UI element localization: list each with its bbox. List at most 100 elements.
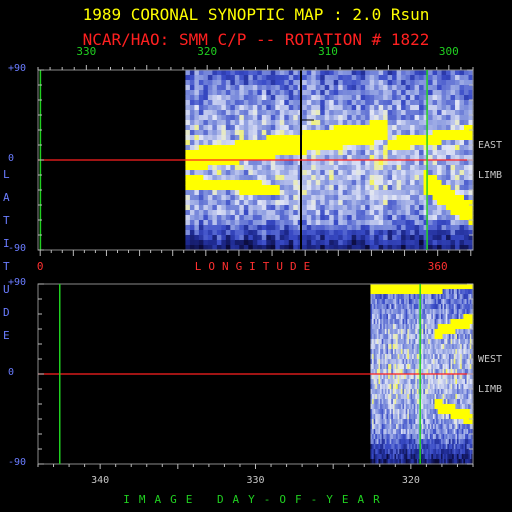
- heatmap-cell: [383, 220, 389, 226]
- heatmap-cell: [257, 190, 263, 196]
- heatmap-cell: [293, 245, 299, 251]
- heatmap-cell: [333, 160, 339, 166]
- heatmap-cell: [450, 424, 453, 430]
- heatmap-cell: [455, 145, 461, 151]
- heatmap-cell: [412, 334, 415, 340]
- heatmap-cell: [428, 120, 434, 126]
- heatmap-cell: [252, 135, 258, 141]
- heatmap-cell: [386, 364, 389, 370]
- heatmap-cell: [447, 429, 450, 435]
- heatmap-cell: [203, 165, 209, 171]
- heatmap-cell: [408, 449, 412, 455]
- heatmap-cell: [408, 419, 412, 425]
- heatmap-cell: [413, 354, 416, 360]
- heatmap-cell: [234, 85, 240, 91]
- heatmap-cell: [333, 140, 339, 146]
- heatmap-cell: [458, 424, 461, 430]
- heatmap-cell: [338, 150, 344, 156]
- heatmap-cell: [428, 230, 434, 236]
- heatmap-cell: [410, 289, 413, 295]
- heatmap-cell: [243, 135, 249, 141]
- heatmap-cell: [248, 75, 254, 81]
- heatmap-cell: [372, 364, 375, 370]
- heatmap-cell: [375, 399, 378, 405]
- heatmap-cell: [401, 185, 407, 191]
- heatmap-cell: [432, 339, 436, 345]
- heatmap-cell: [376, 419, 380, 425]
- heatmap-cell: [351, 70, 357, 76]
- heatmap-cell: [351, 195, 357, 201]
- heatmap-cell: [257, 70, 263, 76]
- heatmap-cell: [401, 245, 407, 251]
- limb-label: EAST: [478, 140, 503, 151]
- heatmap-cell: [266, 125, 272, 131]
- heatmap-cell: [302, 125, 308, 131]
- heatmap-cell: [461, 419, 464, 425]
- heatmap-cell: [369, 205, 375, 211]
- heatmap-cell: [439, 324, 442, 330]
- heatmap-cell: [458, 434, 461, 440]
- heatmap-cell: [400, 339, 404, 345]
- heatmap-cell: [431, 449, 434, 455]
- heatmap-cell: [288, 160, 294, 166]
- heatmap-cell: [437, 284, 440, 290]
- heatmap-cell: [413, 399, 416, 405]
- heatmap-cell: [436, 349, 439, 355]
- heatmap-cell: [468, 145, 474, 151]
- heatmap-cell: [375, 419, 378, 425]
- latitude-axis-letter: I: [3, 237, 10, 250]
- heatmap-cell: [410, 145, 416, 151]
- heatmap-cell: [446, 120, 452, 126]
- heatmap-cell: [423, 314, 426, 320]
- heatmap-cell: [373, 399, 376, 405]
- heatmap-cell: [468, 90, 474, 96]
- heatmap-cell: [405, 434, 408, 440]
- heatmap-cell: [203, 185, 209, 191]
- heatmap-cell: [446, 235, 452, 241]
- heatmap-cell: [370, 399, 373, 405]
- heatmap-cell: [468, 339, 471, 345]
- heatmap-cell: [405, 75, 411, 81]
- heatmap-cell: [391, 304, 394, 310]
- heatmap-cell: [324, 85, 330, 91]
- heatmap-cell: [207, 175, 213, 181]
- heatmap-cell: [423, 389, 426, 395]
- heatmap-cell: [401, 110, 407, 116]
- heatmap-cell: [421, 309, 424, 315]
- heatmap-cell: [243, 175, 249, 181]
- heatmap-cell: [396, 389, 399, 395]
- heatmap-cell: [439, 284, 442, 290]
- heatmap-cell: [436, 364, 439, 370]
- heatmap-cell: [461, 289, 464, 295]
- heatmap-cell: [369, 140, 375, 146]
- heatmap-cell: [469, 369, 472, 375]
- heatmap-cell: [445, 439, 448, 445]
- heatmap-cell: [198, 100, 204, 106]
- heatmap-cell: [410, 379, 413, 385]
- heatmap-cell: [407, 449, 410, 455]
- heatmap-cell: [315, 120, 321, 126]
- heatmap-cell: [194, 110, 200, 116]
- heatmap-cell: [448, 414, 452, 420]
- heatmap-cell: [459, 105, 465, 111]
- heatmap-cell: [440, 409, 444, 415]
- heatmap-cell: [466, 394, 469, 400]
- heatmap-cell: [293, 180, 299, 186]
- heatmap-cell: [203, 75, 209, 81]
- heatmap-cell: [373, 324, 376, 330]
- heatmap-cell: [381, 324, 384, 330]
- heatmap-cell: [396, 140, 402, 146]
- heatmap-cell: [383, 344, 386, 350]
- heatmap-cell: [429, 304, 432, 310]
- heatmap-cell: [428, 165, 434, 171]
- heatmap-cell: [356, 90, 362, 96]
- heatmap-cell: [460, 349, 463, 355]
- heatmap-cell: [378, 309, 381, 315]
- heatmap-cell: [402, 349, 405, 355]
- heatmap-cell: [423, 299, 426, 305]
- heatmap-cell: [463, 329, 466, 335]
- heatmap-cell: [468, 364, 471, 370]
- heatmap-cell: [452, 424, 455, 430]
- heatmap-cell: [351, 90, 357, 96]
- heatmap-cell: [311, 245, 317, 251]
